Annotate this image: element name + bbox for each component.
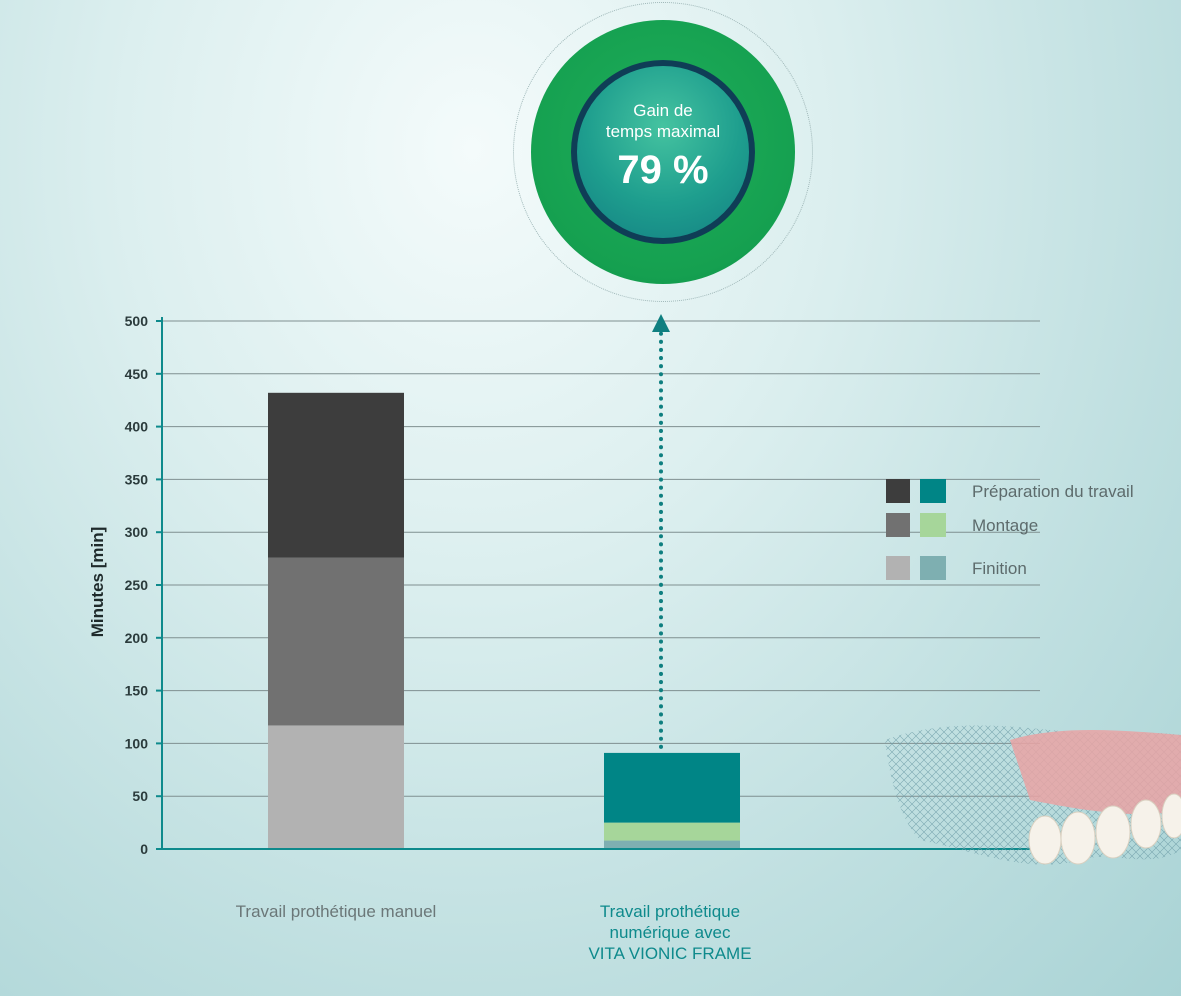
legend-swatch-manual-2 (886, 556, 910, 580)
legend-swatch-digital-1 (920, 513, 946, 537)
legend-swatch-manual-1 (886, 513, 910, 537)
badge-dotted-ring (513, 2, 813, 302)
y-tick-label-300: 300 (125, 524, 149, 540)
y-tick-label-200: 200 (125, 630, 149, 646)
category-label-manual-line1: Travail prothétique manuel (235, 902, 437, 921)
y-tick-label-450: 450 (125, 366, 149, 382)
badge-caption-line1: Gain de (633, 101, 693, 120)
y-axis-ticks: 0 50 100 150 200 250 300 350 400 450 500 (125, 313, 162, 857)
denture-illustration (885, 725, 1181, 865)
bar-manual-finition (268, 725, 404, 849)
badge-caption: Gain de temps maximal (606, 100, 720, 142)
bar-digital-finition (604, 840, 740, 849)
bar-manual-montage (268, 557, 404, 726)
legend-swatch-digital-0 (920, 479, 946, 503)
badge-core: Gain de temps maximal 79 % (577, 66, 749, 238)
bars (268, 392, 740, 849)
time-gain-badge: Gain de temps maximal 79 % (531, 20, 795, 284)
gain-arrow-head (652, 314, 670, 332)
y-tick-label-500: 500 (125, 313, 149, 329)
axes (156, 317, 1040, 850)
badge-caption-line2: temps maximal (605, 122, 721, 141)
y-tick-label-250: 250 (125, 577, 149, 593)
category-label-digital-line3: VITA VIONIC FRAME (588, 944, 752, 963)
y-tick-label-400: 400 (125, 419, 149, 435)
legend-label-1: Montage (972, 516, 1038, 535)
legend-label-0: Préparation du travail (972, 482, 1134, 501)
bar-digital-pr-paration-du-travail (604, 752, 740, 823)
legend-swatch-manual-0 (886, 479, 910, 503)
bar-digital-montage (604, 822, 740, 841)
category-label-digital-line1: Travail prothétique (599, 902, 741, 921)
legend-swatch-digital-2 (920, 556, 946, 580)
legend: Préparation du travail Montage Finition (886, 479, 1134, 580)
badge-value: 79 % (617, 148, 709, 192)
category-label-digital-line2: numérique avec (609, 923, 731, 942)
y-tick-label-100: 100 (125, 735, 149, 751)
badge-inner-ring: Gain de temps maximal 79 % (571, 60, 755, 244)
y-axis-title: Minutes [min] (88, 527, 107, 638)
y-tick-label-350: 350 (125, 471, 149, 487)
bar-manual-pr-paration-du-travail (268, 392, 404, 558)
y-tick-label-150: 150 (125, 683, 149, 699)
category-label-digital: Travail prothétique numérique avec VITA … (532, 901, 808, 964)
legend-label-2: Finition (972, 559, 1027, 578)
y-tick-label-0: 0 (140, 841, 148, 857)
gain-arrow (652, 314, 670, 749)
y-tick-label-50: 50 (132, 788, 148, 804)
category-label-manual: Travail prothétique manuel (186, 901, 486, 922)
